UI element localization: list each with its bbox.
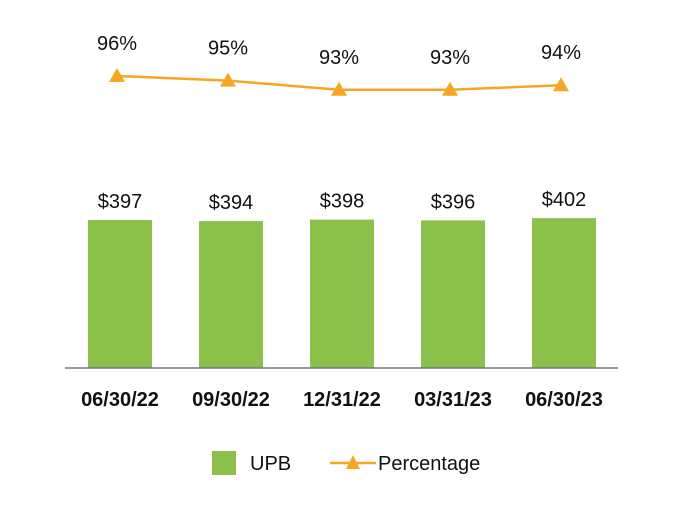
legend: UPB Percentage — [212, 451, 480, 475]
bar-value-label-3: $396 — [431, 191, 476, 213]
bar-upb-4 — [532, 218, 596, 368]
bar-upb-2 — [310, 219, 374, 368]
percentage-value-label-0: 96% — [97, 33, 137, 55]
percentage-point-3 — [442, 81, 458, 96]
bar-upb-3 — [421, 220, 485, 368]
upb-bar-layer: $397 $394 $398 $396 $402 — [88, 189, 596, 368]
bar-value-label-4: $402 — [542, 189, 587, 211]
percentage-point-4 — [553, 77, 569, 92]
bar-value-label-2: $398 — [320, 191, 365, 213]
bar-value-label-1: $394 — [209, 192, 254, 214]
x-tick-label-2: 12/31/22 — [303, 389, 381, 411]
percentage-point-1 — [220, 72, 236, 87]
x-axis-ticks: 06/30/22 09/30/22 12/31/22 03/31/23 06/30/23 — [81, 389, 603, 411]
x-tick-label-3: 03/31/23 — [414, 389, 492, 411]
legend-label-percentage: Percentage — [378, 453, 480, 475]
x-tick-label-1: 09/30/22 — [192, 389, 270, 411]
x-tick-label-0: 06/30/22 — [81, 389, 159, 411]
percentage-value-label-1: 95% — [208, 38, 248, 60]
bar-upb-1 — [199, 221, 263, 368]
legend-swatch-upb — [212, 451, 236, 475]
x-tick-label-4: 06/30/23 — [525, 389, 603, 411]
bar-value-label-0: $397 — [98, 191, 143, 213]
percentage-value-label-2: 93% — [319, 47, 359, 69]
percentage-line-layer: 96% 95% 93% 93% 94% — [97, 33, 581, 96]
percentage-point-2 — [331, 81, 347, 96]
bar-upb-0 — [88, 220, 152, 368]
legend-swatch-percentage-triangle-icon — [346, 455, 360, 469]
percentage-value-label-3: 93% — [430, 47, 470, 69]
percentage-value-label-4: 94% — [541, 42, 581, 64]
legend-label-upb: UPB — [250, 453, 291, 475]
percentage-point-0 — [109, 68, 125, 82]
